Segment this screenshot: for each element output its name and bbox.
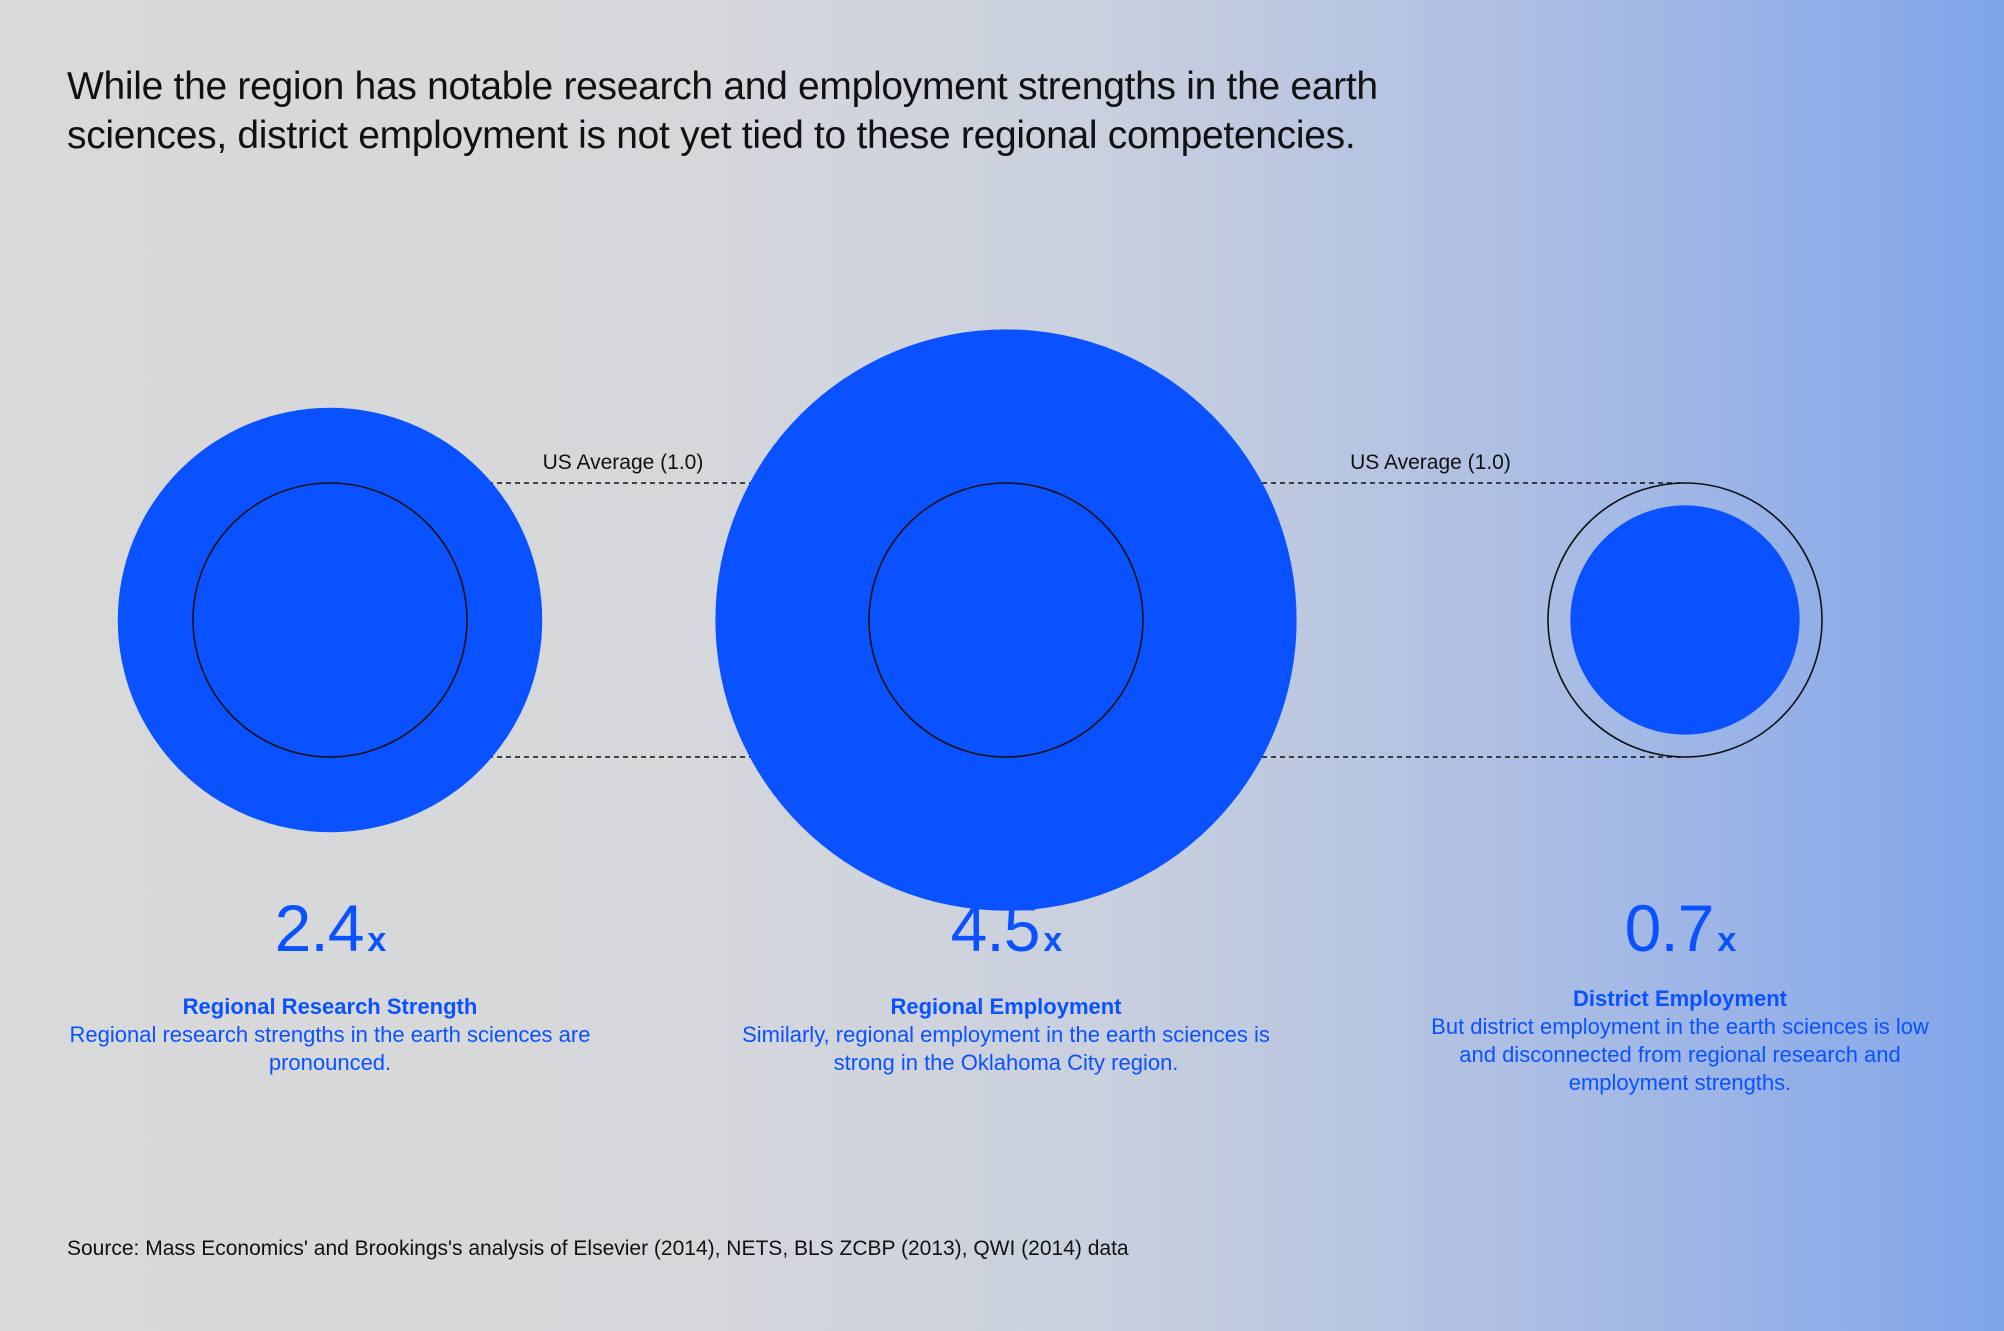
card-regional-employment: 4.5 x Regional Employment Similarly, regi… [686,895,1326,1077]
desc-regional-research: Regional research strengths in the earth… [69,1022,591,1075]
value-regional-research: 2.4 x [274,891,387,965]
label-regional-employment: Regional Employment [890,994,1122,1019]
card-district-employment: 0.7 x District Employment But district em… [1360,895,2000,1097]
bubble-regional-research-strength [117,407,543,833]
bubble-regional-employment [715,329,1297,911]
label-district-employment: District Employment [1573,986,1787,1011]
reference-circle-regional-employment [868,482,1144,758]
headline: While the region has notable research an… [67,65,1378,157]
value-district-employment: 0.7 x [1624,891,1737,965]
desc-regional-employment: Similarly, regional employment in the ea… [742,1022,1270,1075]
source-note: Source: Mass Economics' and Brookings's … [67,1237,1129,1260]
value-regional-employment: 4.5 x [950,891,1063,965]
reference-circle-district-employment [1547,482,1823,758]
reference-label-2: US Average (1.0) [1350,451,1511,474]
label-regional-research: Regional Research Strength [182,994,478,1019]
reference-label-1: US Average (1.0) [543,451,704,474]
card-regional-research: 2.4 x Regional Research Strength Regional… [10,895,650,1077]
reference-circle-regional-research-strength [192,482,468,758]
desc-district-employment: But district employment in the earth sci… [1431,1014,1929,1095]
bubble-district-employment [1570,505,1800,735]
